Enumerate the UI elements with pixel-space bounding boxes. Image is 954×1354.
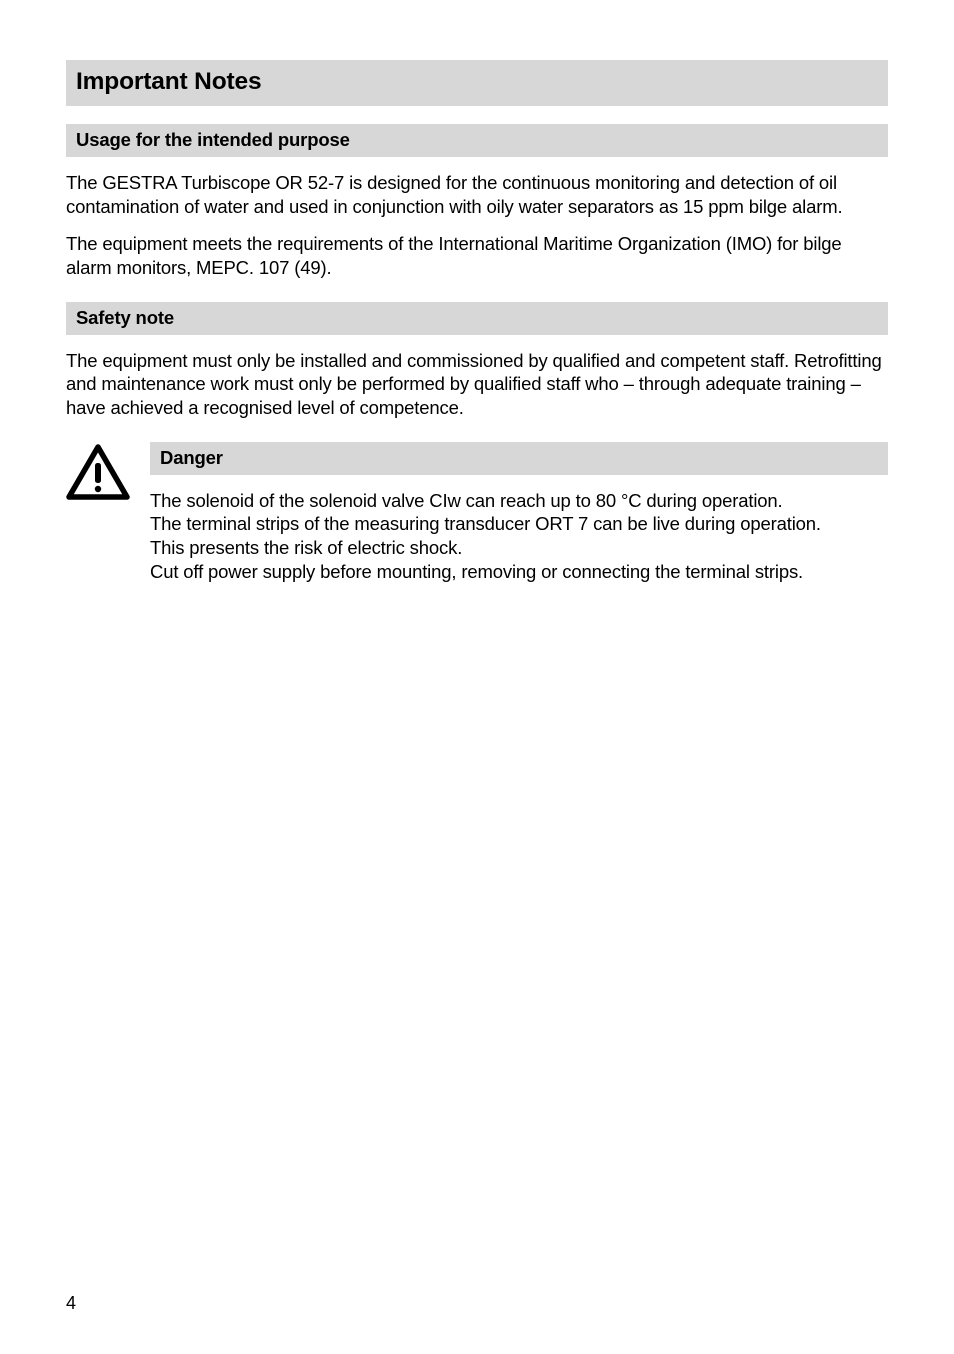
danger-heading-bar: Danger (150, 442, 888, 475)
usage-block: Usage for the intended purpose The GESTR… (66, 124, 888, 280)
danger-content: Danger The solenoid of the solenoid valv… (150, 442, 888, 584)
section-title: Important Notes (76, 68, 878, 96)
danger-line-3: This presents the risk of electric shock… (150, 537, 462, 558)
safety-heading-bar: Safety note (66, 302, 888, 335)
danger-heading: Danger (160, 447, 878, 469)
usage-heading: Usage for the intended purpose (76, 129, 878, 151)
page-number: 4 (66, 1293, 76, 1314)
usage-para-2: The equipment meets the requirements of … (66, 232, 888, 279)
safety-block: Safety note The equipment must only be i… (66, 302, 888, 420)
danger-text: The solenoid of the solenoid valve CIw c… (150, 489, 888, 584)
section-title-bar: Important Notes (66, 60, 888, 106)
usage-para-1: The GESTRA Turbiscope OR 52-7 is designe… (66, 171, 888, 218)
usage-heading-bar: Usage for the intended purpose (66, 124, 888, 157)
danger-block: Danger The solenoid of the solenoid valv… (66, 442, 888, 584)
warning-icon (66, 444, 130, 500)
safety-para-1: The equipment must only be installed and… (66, 349, 888, 420)
danger-line-4: Cut off power supply before mounting, re… (150, 561, 803, 582)
danger-line-2: The terminal strips of the measuring tra… (150, 513, 821, 534)
safety-heading: Safety note (76, 307, 878, 329)
danger-line-1: The solenoid of the solenoid valve CIw c… (150, 490, 783, 511)
